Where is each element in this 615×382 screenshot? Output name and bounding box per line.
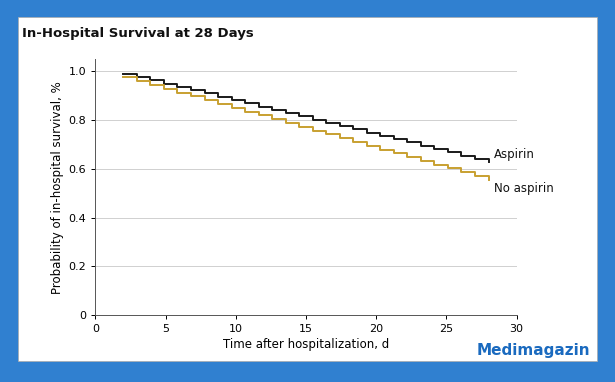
Y-axis label: Probability of in-hospital survival, %: Probability of in-hospital survival, % — [52, 81, 65, 293]
Text: Aspirin: Aspirin — [494, 148, 535, 161]
Text: In-Hospital Survival at 28 Days: In-Hospital Survival at 28 Days — [22, 27, 253, 40]
Text: No aspirin: No aspirin — [494, 182, 554, 195]
X-axis label: Time after hospitalization, d: Time after hospitalization, d — [223, 338, 389, 351]
Text: Medimagazin: Medimagazin — [477, 343, 590, 358]
